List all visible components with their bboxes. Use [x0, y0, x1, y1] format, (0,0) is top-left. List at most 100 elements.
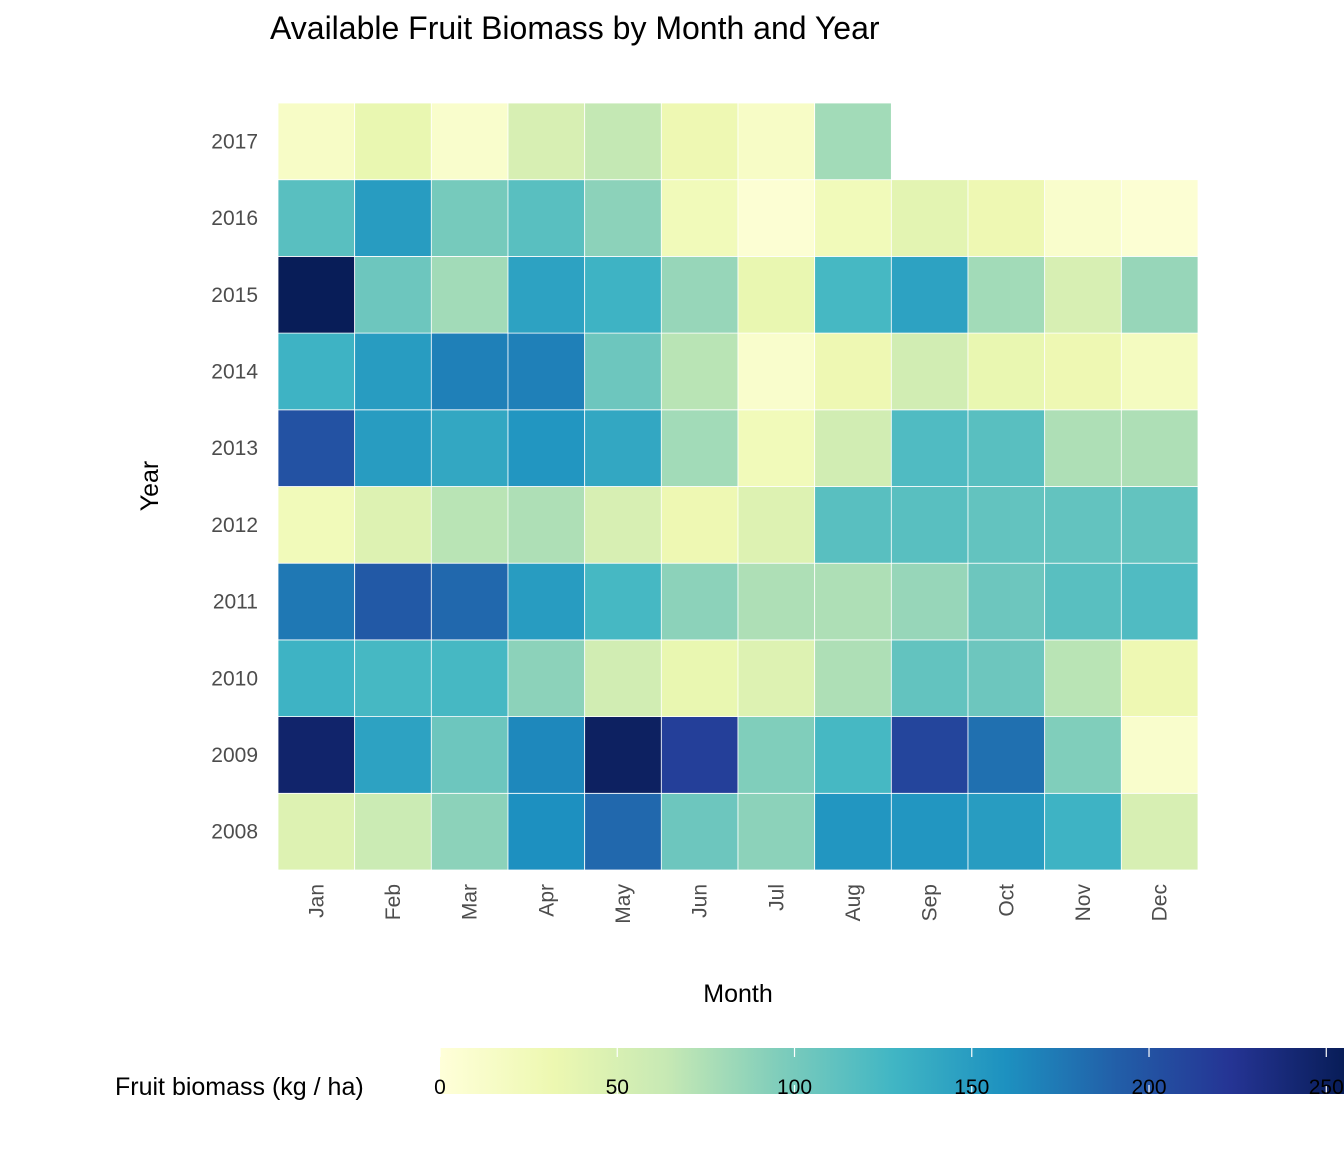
heatmap-cell-2015-apr	[507, 255, 586, 334]
heatmap-cell-2010-oct	[967, 639, 1046, 718]
heatmap-cell-2015-jun	[660, 255, 739, 334]
heatmap-cell-2010-mar	[430, 639, 509, 718]
legend-color-bar	[440, 1048, 1344, 1094]
heatmap-cell-2014-jun	[660, 332, 739, 411]
heatmap-cell-2011-dec	[1120, 562, 1199, 641]
heatmap-cell-2016-oct	[967, 179, 1046, 257]
heatmap-cell-2012-apr	[507, 486, 586, 564]
heatmap-cell-2010-aug	[814, 639, 892, 718]
heatmap-cell-2016-aug	[814, 179, 892, 257]
x-tick-label: Mar	[459, 884, 482, 920]
heatmap-cell-2012-may	[584, 486, 662, 564]
heatmap-cell-2016-jun	[660, 179, 739, 257]
x-axis-title: Month	[703, 980, 772, 1008]
legend-tick-label: 50	[606, 1076, 629, 1099]
heatmap-cell-2013-dec	[1120, 409, 1199, 487]
heatmap-cell-2015-may	[584, 255, 662, 334]
heatmap-cell-2008-dec	[1120, 792, 1199, 871]
heatmap-cell-2009-apr	[507, 716, 586, 794]
heatmap-cell-2015-mar	[430, 255, 509, 334]
x-tick-label: Dec	[1149, 884, 1172, 921]
x-tick-label: Nov	[1072, 884, 1095, 922]
heatmap-cell-2011-nov	[1044, 562, 1122, 641]
heatmap-cell-2010-jul	[737, 639, 816, 718]
heatmap-cell-2016-feb	[354, 179, 432, 257]
heatmap-cell-2014-jan	[277, 332, 356, 411]
legend-tick-label: 250	[1309, 1076, 1344, 1099]
heatmap-cell-2012-sep	[890, 486, 969, 564]
heatmap-cell-2015-oct	[967, 255, 1046, 334]
y-tick-label: 2016	[211, 207, 258, 230]
heatmap-cell-2011-feb	[354, 562, 432, 641]
heatmap-cell-2011-mar	[430, 562, 509, 641]
heatmap-cell-2017-jan	[277, 102, 356, 181]
heatmap-cell-2009-oct	[967, 716, 1046, 794]
heatmap-cell-2017-feb	[354, 102, 432, 181]
heatmap-cell-2012-jan	[277, 486, 356, 564]
heatmap-cell-2017-apr	[507, 102, 586, 181]
heatmap-cell-2008-jul	[737, 792, 816, 871]
heatmap-cell-2009-aug	[814, 716, 892, 794]
heatmap-cell-2011-oct	[967, 562, 1046, 641]
heatmap-cell-2012-nov	[1044, 486, 1122, 564]
heatmap-cell-2008-may	[584, 792, 662, 871]
x-tick-label: Feb	[382, 884, 405, 920]
y-tick-label: 2008	[211, 821, 258, 844]
heatmap-cell-2015-dec	[1120, 255, 1199, 334]
heatmap-cell-2015-nov	[1044, 255, 1122, 334]
heatmap-cell-2008-mar	[430, 792, 509, 871]
heatmap-cell-2016-dec	[1120, 179, 1199, 257]
heatmap-cell-2012-jul	[737, 486, 816, 564]
y-axis-title: Year	[136, 461, 164, 512]
x-tick-label: Jan	[305, 884, 328, 918]
heatmap-cell-2012-aug	[814, 486, 892, 564]
heatmap-cell-2014-mar	[430, 332, 509, 411]
heatmap-cell-2013-apr	[507, 409, 586, 487]
heatmap-cell-2015-feb	[354, 255, 432, 334]
heatmap-cell-2017-jul	[737, 102, 816, 181]
heatmap-cell-2015-sep	[890, 255, 969, 334]
y-tick-label: 2010	[211, 667, 258, 690]
y-tick-label: 2009	[211, 744, 258, 767]
heatmap-cell-2013-mar	[430, 409, 509, 487]
heatmap-cell-2014-sep	[890, 332, 969, 411]
legend-tick-label: 0	[434, 1076, 446, 1099]
heatmap-cell-2012-mar	[430, 486, 509, 564]
heatmap-cell-2016-nov	[1044, 179, 1122, 257]
color-legend: 0 50 100 150 200 250	[434, 1048, 1344, 1099]
x-tick-label: Aug	[842, 884, 865, 921]
heatmap-cell-2013-sep	[890, 409, 969, 487]
heatmap-cell-2008-oct	[967, 792, 1046, 871]
y-tick-label: 2017	[211, 130, 258, 153]
heatmap-cell-2008-nov	[1044, 792, 1122, 871]
legend-title: Fruit biomass (kg / ha)	[115, 1073, 364, 1101]
chart-title: Available Fruit Biomass by Month and Yea…	[270, 10, 880, 46]
heatmap-cell-2009-dec	[1120, 716, 1199, 794]
heatmap-cell-2009-jun	[660, 716, 739, 794]
legend-tick-label: 200	[1131, 1076, 1166, 1099]
x-tick-label: May	[612, 884, 635, 924]
heatmap-cell-2015-jan	[277, 255, 356, 334]
heatmap-cell-2011-aug	[814, 562, 892, 641]
heatmap-cell-2010-dec	[1120, 639, 1199, 718]
heatmap-cell-2009-mar	[430, 716, 509, 794]
heatmap-cell-2014-jul	[737, 332, 816, 411]
heatmap-cell-2013-jun	[660, 409, 739, 487]
heatmap-cells	[277, 102, 1199, 871]
heatmap-cell-2016-sep	[890, 179, 969, 257]
heatmap-cell-2009-feb	[354, 716, 432, 794]
x-tick-label: Jun	[689, 884, 712, 918]
heatmap-cell-2009-nov	[1044, 716, 1122, 794]
x-tick-label: Sep	[919, 884, 942, 921]
heatmap-cell-2014-may	[584, 332, 662, 411]
x-tick-label: Jul	[765, 884, 788, 911]
heatmap-cell-2009-may	[584, 716, 662, 794]
heatmap-cell-2016-apr	[507, 179, 586, 257]
heatmap-cell-2013-feb	[354, 409, 432, 487]
heatmap-cell-2010-may	[584, 639, 662, 718]
heatmap-cell-2010-jun	[660, 639, 739, 718]
heatmap-cell-2010-feb	[354, 639, 432, 718]
heatmap-cell-2016-jul	[737, 179, 816, 257]
heatmap-cell-2008-sep	[890, 792, 969, 871]
